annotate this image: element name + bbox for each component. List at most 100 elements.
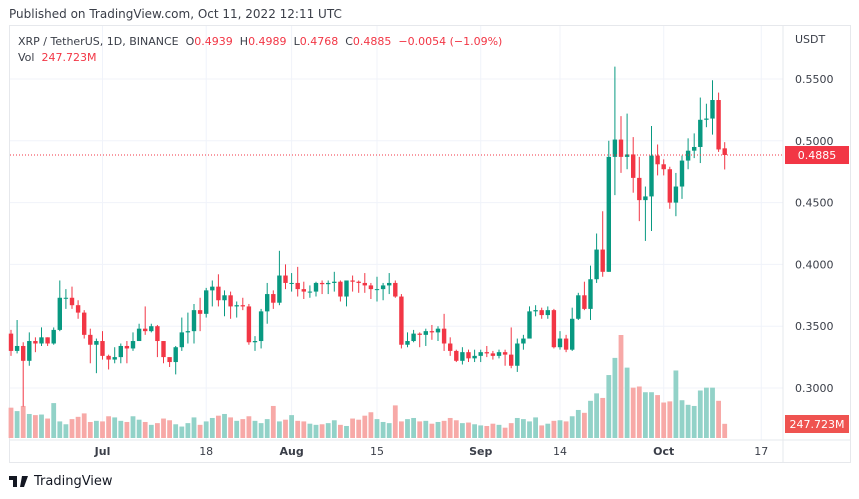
candle-body [362, 282, 367, 286]
volume-bar [374, 419, 380, 438]
time-tick-label: 14 [553, 445, 567, 458]
candle-body [594, 249, 599, 280]
volume-bar [191, 417, 197, 438]
candle-body [173, 347, 178, 363]
volume-bar [472, 424, 477, 438]
volume-bar [81, 413, 87, 438]
volume-bar [697, 390, 703, 438]
volume-bar [130, 416, 136, 438]
candle-body [350, 280, 355, 282]
candle-body [393, 282, 398, 297]
candle-body [600, 249, 605, 272]
candle-body [502, 352, 508, 355]
candle-body [484, 352, 489, 354]
candle-body [63, 297, 69, 299]
candle-body [710, 100, 715, 119]
candle-body [313, 282, 319, 292]
candle-body [679, 160, 685, 187]
volume-bar [289, 415, 294, 438]
volume-bars [8, 335, 728, 438]
candle-body [429, 331, 435, 333]
volume-bar [453, 420, 459, 438]
ohlc-legend: XRP / TetherUS, 1D, BINANCE O0.4939 H0.4… [18, 34, 502, 66]
volume-bar [136, 419, 142, 438]
volume-bar [148, 424, 154, 438]
volume-bar [667, 401, 673, 438]
price-tick-label: 0.3500 [795, 320, 834, 333]
volume-bar [51, 403, 57, 438]
volume-bar [331, 420, 337, 438]
candle-body [344, 280, 349, 297]
candle-body [466, 352, 471, 359]
candle-body [356, 281, 361, 283]
candle-body [698, 119, 703, 147]
volume-bar [594, 393, 599, 438]
candle-body [667, 169, 672, 203]
candle-body [265, 294, 270, 312]
volume-bar [234, 420, 240, 438]
volume-bar [624, 367, 630, 438]
time-tick-label: Oct [653, 445, 674, 458]
volume-bar [575, 409, 581, 438]
candle-body [618, 139, 624, 157]
last-price-label: 0.4885 [798, 149, 837, 162]
candle-body [441, 328, 447, 344]
candle-body [307, 291, 313, 293]
volume-bar [691, 405, 697, 438]
axes: USDT [10, 26, 850, 462]
volume-bar [356, 419, 362, 438]
candle-body [252, 341, 258, 343]
volume-bar [649, 392, 654, 438]
volume-bar [246, 416, 252, 438]
volume-bar [643, 392, 648, 438]
volume-bar [258, 423, 264, 438]
volume-bar [57, 421, 63, 438]
candle-body [368, 285, 374, 290]
candle-body [185, 331, 191, 333]
candle-body [45, 337, 50, 344]
candle-body [301, 289, 306, 292]
volume-bar [155, 423, 160, 438]
volume-bar [173, 424, 179, 438]
candle-body [716, 100, 721, 150]
volume-bar [399, 421, 404, 438]
candle-body [380, 285, 386, 290]
volume-bar [362, 415, 368, 438]
volume-bar [295, 420, 301, 438]
close-label: C [345, 35, 353, 48]
close-value: 0.4885 [352, 35, 392, 48]
volume-bar [429, 423, 435, 438]
price-tick-label: 0.4000 [795, 258, 834, 271]
volume-bar [606, 375, 612, 438]
candle-body [271, 294, 276, 303]
candle-body [228, 295, 233, 307]
candle-body [704, 118, 709, 120]
candle-body [527, 311, 532, 339]
volume-bar [569, 416, 575, 438]
volume-label: Vol [18, 51, 35, 64]
volume-bar [124, 421, 130, 438]
tradingview-brand[interactable]: TradingView [34, 474, 113, 489]
candle-body [490, 353, 496, 356]
volume-bar [380, 421, 386, 438]
candle-body [374, 289, 380, 291]
volume-bar [508, 423, 514, 438]
candle-body [8, 333, 14, 351]
candle-body [319, 282, 325, 285]
candle-body [216, 286, 221, 301]
candle-body [51, 329, 56, 344]
candle-body [661, 164, 666, 170]
candle-body [112, 357, 117, 360]
volume-bar [94, 420, 99, 438]
volume-bar [551, 420, 557, 438]
volume-bar [386, 423, 392, 438]
open-label: O [185, 35, 195, 48]
volume-bar [521, 419, 526, 438]
open-value: 0.4939 [194, 35, 233, 48]
symbol-title[interactable]: XRP / TetherUS, 1D, BINANCE [18, 35, 179, 48]
volume-bar [533, 417, 538, 438]
time-tick-label: Sep [469, 445, 492, 458]
price-tick-label: 0.5500 [795, 73, 834, 86]
candle-body [631, 154, 636, 178]
